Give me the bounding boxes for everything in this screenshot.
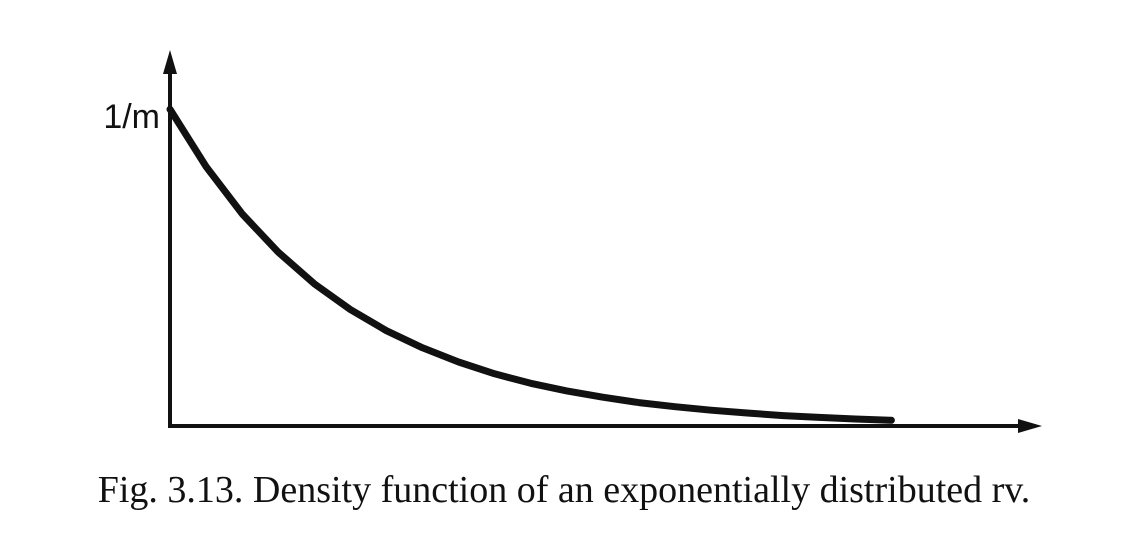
density-curve-group <box>166 105 895 424</box>
density-curve-line <box>166 105 895 424</box>
y-tick-label: 1/m <box>103 98 160 136</box>
figure-caption: Fig. 3.13. Density function of an expone… <box>97 469 1031 511</box>
y-axis-arrow <box>163 50 177 74</box>
x-axis-arrow <box>1018 419 1042 433</box>
